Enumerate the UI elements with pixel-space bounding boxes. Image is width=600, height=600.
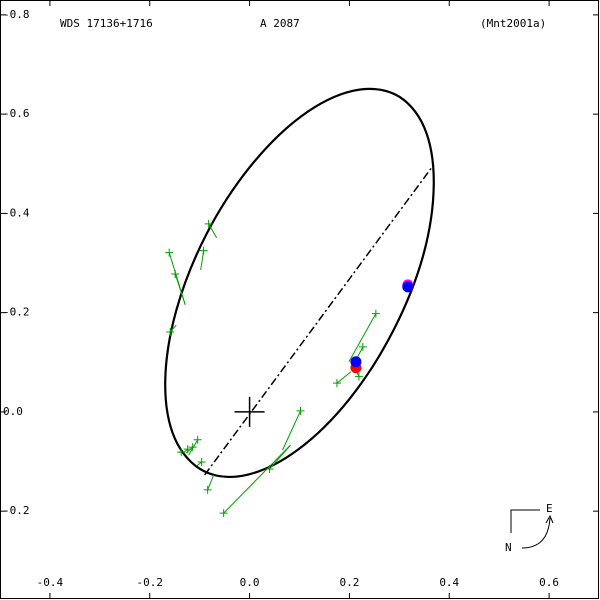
x-tick-label: 0.0 [240,576,260,589]
observation [188,443,197,452]
observation [166,328,175,337]
observation [358,342,367,351]
highlight-point [402,281,414,293]
observation [219,509,228,518]
residual [174,273,186,305]
primary-star [234,396,265,427]
x-tick-label: 0.6 [539,576,559,589]
x-tick-label: -0.2 [137,576,164,589]
residual [196,461,202,467]
observation [165,248,174,257]
compass-arrow [521,517,551,549]
y-tick-label: -0.2 [3,306,30,319]
residual [223,444,291,514]
observation [199,246,208,255]
chart-title: WDS 17136+1716 [60,17,153,30]
compass: E N [505,502,554,554]
observation [332,379,341,388]
x-tick-label: -0.4 [37,576,64,589]
observation [371,309,380,318]
residual [282,410,301,451]
orbit [164,87,435,478]
observation [204,219,213,228]
y-tick-label: -0.8 [3,8,30,21]
residual [169,324,177,333]
y-tick-label: 0.0 [3,405,23,418]
observation [197,458,206,467]
x-tick-label: 0.4 [439,576,459,589]
residual [208,223,218,238]
observation [265,464,274,473]
observation [354,372,363,381]
observation [183,445,192,454]
chart-subtitle: A 2087 [260,17,300,30]
residual [269,444,291,470]
observation [171,269,180,278]
highlight-point [350,356,362,368]
y-tick-label: -0.6 [3,107,30,120]
compass-arrowhead [545,514,554,524]
compass-axes [510,509,540,533]
compass-north: N [505,541,512,554]
residual [207,474,215,491]
y-tick-label: -0.4 [3,206,30,219]
observation [296,406,305,415]
reference: (Mnt2001a) [480,17,546,30]
x-tick-label: 0.2 [339,576,359,589]
observation [203,485,212,494]
residual [336,371,352,384]
line-of-nodes [204,164,435,476]
residual [348,313,377,363]
observation [177,448,186,457]
observation [193,435,202,444]
y-tick-label: -0.2 [3,504,30,517]
compass-east: E [546,502,553,515]
